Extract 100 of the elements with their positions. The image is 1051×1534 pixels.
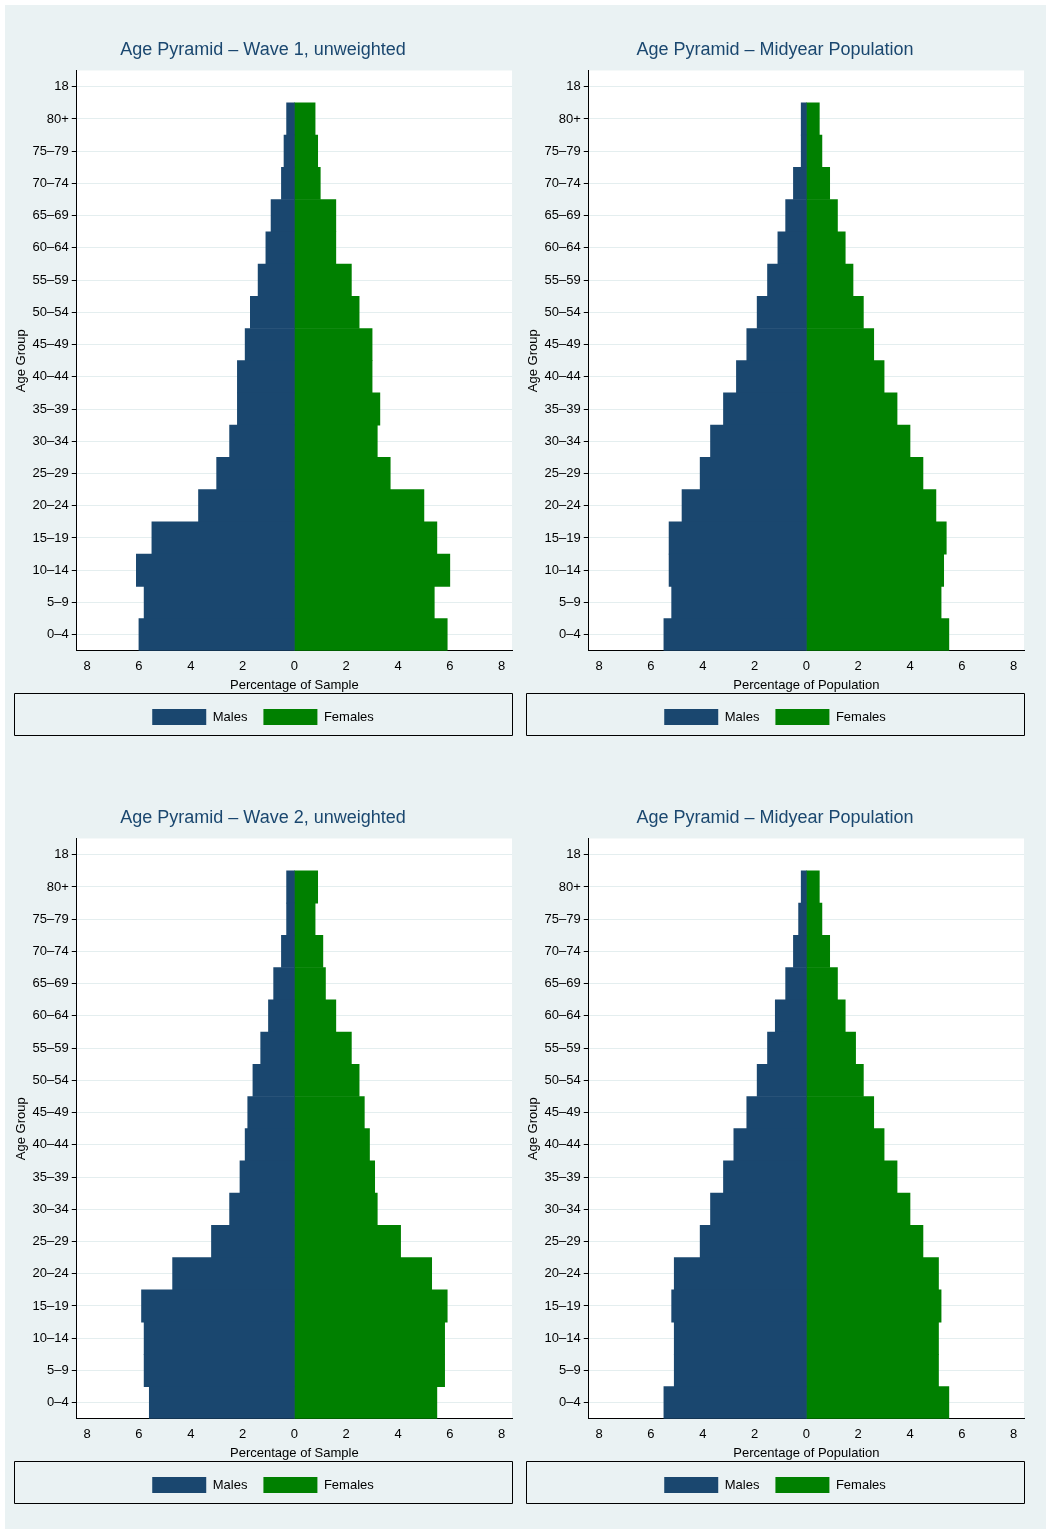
x-tick-label: 8 bbox=[498, 1426, 506, 1442]
y-tick-label: 60–64 bbox=[32, 239, 69, 255]
y-tick-label: 30–34 bbox=[32, 432, 69, 448]
x-tick-label: 8 bbox=[498, 658, 506, 674]
legend-label: Females bbox=[835, 708, 887, 724]
y-tick-label: 0–4 bbox=[47, 626, 69, 642]
y-tick-label: 25–29 bbox=[32, 1233, 69, 1249]
x-tick-label: 0 bbox=[290, 1426, 298, 1442]
y-tick-label: 35–39 bbox=[32, 400, 69, 416]
x-tick-label: 2 bbox=[750, 1426, 759, 1442]
y-tick-label: 35–39 bbox=[544, 1168, 581, 1184]
y-tick-label: 75–79 bbox=[32, 142, 69, 158]
y-tick-label: 65–69 bbox=[32, 975, 69, 991]
y-tick-label: 60–64 bbox=[544, 239, 581, 255]
y-tick-label: 45–49 bbox=[544, 336, 581, 352]
legend-label: Males bbox=[724, 708, 760, 724]
x-tick-label: 4 bbox=[906, 1426, 914, 1442]
y-tick-label: 25–29 bbox=[544, 465, 581, 481]
x-tick-label: 2 bbox=[342, 658, 350, 674]
y-tick-label: 70–74 bbox=[32, 174, 69, 190]
chart-title: Age Pyramid – Midyear Population bbox=[636, 38, 914, 59]
x-tick-label: 8 bbox=[595, 658, 603, 674]
y-tick-label: 15–19 bbox=[32, 1297, 69, 1313]
x-tick-label: 4 bbox=[187, 658, 195, 674]
y-tick-label: 65–69 bbox=[544, 207, 581, 223]
y-tick-label: 20–24 bbox=[32, 1265, 69, 1281]
x-tick-label: 8 bbox=[595, 1426, 603, 1442]
y-tick-label: 18 bbox=[54, 78, 69, 94]
y-tick-label: 65–69 bbox=[32, 207, 69, 223]
x-tick-label: 2 bbox=[238, 1426, 247, 1442]
y-tick-label: 70–74 bbox=[544, 174, 581, 190]
x-tick-label: 8 bbox=[1010, 1426, 1018, 1442]
y-tick-label: 10–14 bbox=[32, 561, 69, 577]
y-tick-label: 55–59 bbox=[544, 1039, 581, 1055]
y-tick-label: 35–39 bbox=[32, 1168, 69, 1184]
x-tick-label: 2 bbox=[854, 658, 862, 674]
y-tick-label: 80+ bbox=[46, 878, 69, 894]
x-axis-title: Percentage of Sample bbox=[230, 1444, 359, 1460]
y-axis-title: Age Group bbox=[525, 329, 541, 393]
y-tick-label: 0–4 bbox=[559, 1394, 581, 1410]
y-tick-label: 55–59 bbox=[32, 1039, 69, 1055]
y-tick-label: 20–24 bbox=[32, 497, 69, 513]
y-tick-label: 5–9 bbox=[47, 1362, 69, 1378]
x-tick-label: 4 bbox=[394, 1426, 402, 1442]
y-tick-label: 70–74 bbox=[544, 942, 581, 958]
y-tick-label: 60–64 bbox=[32, 1007, 69, 1023]
x-tick-label: 6 bbox=[647, 1426, 655, 1442]
y-tick-label: 5–9 bbox=[559, 1362, 581, 1378]
y-tick-label: 0–4 bbox=[559, 626, 581, 642]
y-tick-label: 40–44 bbox=[32, 368, 69, 384]
x-tick-label: 4 bbox=[906, 658, 914, 674]
x-axis-title: Percentage of Population bbox=[733, 1444, 880, 1460]
y-tick-label: 0–4 bbox=[47, 1394, 69, 1410]
y-tick-label: 10–14 bbox=[544, 561, 581, 577]
y-tick-label: 45–49 bbox=[32, 1104, 69, 1120]
x-tick-label: 6 bbox=[446, 1426, 454, 1442]
y-axis-title: Age Group bbox=[525, 1097, 541, 1161]
y-tick-label: 15–19 bbox=[544, 1297, 581, 1313]
y-tick-label: 10–14 bbox=[32, 1329, 69, 1345]
x-tick-label: 6 bbox=[135, 658, 143, 674]
x-tick-label: 0 bbox=[290, 658, 298, 674]
x-axis-title: Percentage of Population bbox=[733, 676, 880, 692]
x-tick-label: 2 bbox=[342, 1426, 350, 1442]
y-tick-label: 20–24 bbox=[544, 1265, 581, 1281]
x-tick-label: 4 bbox=[187, 1426, 195, 1442]
x-tick-label: 6 bbox=[647, 658, 655, 674]
legend-label: Females bbox=[323, 1476, 375, 1492]
y-tick-label: 50–54 bbox=[32, 1071, 69, 1087]
y-tick-label: 15–19 bbox=[544, 529, 581, 545]
legend-label: Females bbox=[323, 708, 375, 724]
y-tick-label: 5–9 bbox=[559, 594, 581, 610]
y-tick-label: 75–79 bbox=[544, 142, 581, 158]
y-tick-label: 80+ bbox=[46, 110, 69, 126]
chart-title: Age Pyramid – Wave 1, unweighted bbox=[120, 38, 406, 59]
x-tick-label: 2 bbox=[750, 658, 759, 674]
y-tick-label: 55–59 bbox=[544, 271, 581, 287]
chart-title: Age Pyramid – Wave 2, unweighted bbox=[120, 806, 406, 827]
x-tick-label: 8 bbox=[83, 1426, 91, 1442]
y-tick-label: 45–49 bbox=[32, 336, 69, 352]
y-tick-label: 25–29 bbox=[544, 1233, 581, 1249]
y-tick-label: 18 bbox=[566, 846, 581, 862]
y-tick-label: 40–44 bbox=[32, 1136, 69, 1152]
x-tick-label: 8 bbox=[1010, 658, 1018, 674]
y-tick-label: 50–54 bbox=[544, 303, 581, 319]
y-tick-label: 30–34 bbox=[544, 432, 581, 448]
x-tick-label: 8 bbox=[83, 658, 91, 674]
y-tick-label: 30–34 bbox=[32, 1200, 69, 1216]
x-tick-label: 4 bbox=[699, 1426, 707, 1442]
y-tick-label: 20–24 bbox=[544, 497, 581, 513]
y-tick-label: 40–44 bbox=[544, 368, 581, 384]
y-tick-label: 40–44 bbox=[544, 1136, 581, 1152]
y-tick-label: 35–39 bbox=[544, 400, 581, 416]
y-tick-label: 10–14 bbox=[544, 1329, 581, 1345]
y-tick-label: 80+ bbox=[558, 878, 581, 894]
y-tick-label: 65–69 bbox=[544, 975, 581, 991]
x-tick-label: 6 bbox=[135, 1426, 143, 1442]
y-tick-label: 15–19 bbox=[32, 529, 69, 545]
x-tick-label: 6 bbox=[958, 1426, 966, 1442]
x-tick-label: 2 bbox=[238, 658, 247, 674]
y-tick-label: 18 bbox=[566, 78, 581, 94]
